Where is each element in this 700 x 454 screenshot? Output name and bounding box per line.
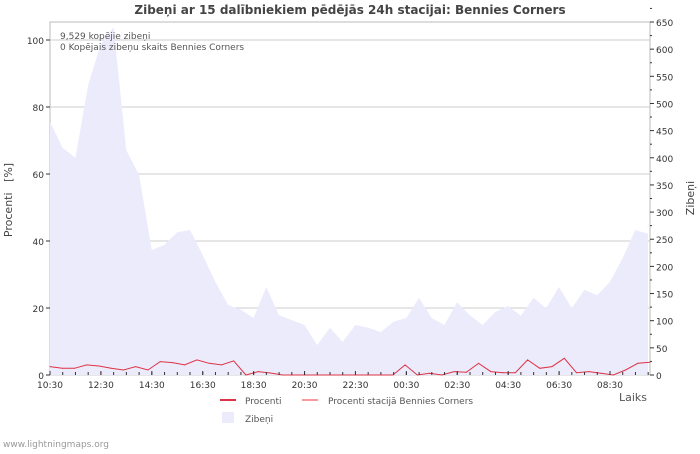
x-tick-label: 16:30 bbox=[190, 381, 216, 391]
procenti-point bbox=[73, 367, 75, 369]
procenti-point bbox=[600, 372, 602, 374]
procenti-point bbox=[392, 374, 394, 376]
annotation-station: 0 Kopējais zibeņu skaits Bennies Corners bbox=[60, 43, 244, 53]
procenti-point bbox=[478, 362, 480, 364]
legend-zibeni-swatch bbox=[222, 412, 234, 423]
x-tick-label: 06:30 bbox=[546, 381, 572, 391]
procenti-point bbox=[282, 374, 284, 376]
y2-tick-label: 50 bbox=[656, 345, 668, 355]
x-tick-label: 12:30 bbox=[88, 381, 114, 391]
y-axis-label: Procenti [%] bbox=[2, 163, 15, 237]
x-tick-label: 20:30 bbox=[292, 381, 318, 391]
procenti-point bbox=[625, 369, 627, 371]
procenti-point bbox=[612, 374, 614, 376]
procenti-point bbox=[514, 372, 516, 374]
procenti-point bbox=[355, 374, 357, 376]
procenti-point bbox=[147, 369, 149, 371]
procenti-point bbox=[208, 362, 210, 364]
y2-tick-label: 500 bbox=[656, 100, 673, 110]
x-tick-label: 04:30 bbox=[495, 381, 521, 391]
procenti-point bbox=[490, 371, 492, 373]
procenti-point bbox=[588, 371, 590, 373]
y-tick-label: 40 bbox=[33, 238, 45, 248]
procenti-line bbox=[49, 357, 651, 376]
y-tick-label: 80 bbox=[33, 104, 45, 114]
procenti-point bbox=[159, 361, 161, 363]
y-tick-label: 60 bbox=[33, 171, 45, 181]
procenti-point bbox=[110, 367, 112, 369]
y2-tick-label: 650 bbox=[656, 19, 673, 29]
procenti-point bbox=[306, 374, 308, 376]
procenti-point bbox=[220, 364, 222, 366]
y-tick-label: 100 bbox=[27, 37, 44, 47]
procenti-point bbox=[294, 374, 296, 376]
procenti-point bbox=[171, 362, 173, 364]
legend-procenti: Procenti bbox=[245, 397, 282, 407]
y2-tick-label: 150 bbox=[656, 291, 673, 301]
procenti-point bbox=[135, 366, 137, 368]
y2-tick-label: 300 bbox=[656, 209, 673, 219]
footer-link[interactable]: www.lightningmaps.org bbox=[3, 440, 109, 450]
legend-station: Procenti stacijā Bennies Corners bbox=[328, 397, 473, 407]
x-tick-label: 10:30 bbox=[37, 381, 63, 391]
y2-tick-label: 200 bbox=[656, 263, 673, 273]
procenti-point bbox=[343, 374, 345, 376]
y2-tick-label: 100 bbox=[656, 318, 673, 328]
procenti-point bbox=[453, 371, 455, 373]
chart-title: Zibeņi ar 15 dalībniekiem pēdējās 24h st… bbox=[134, 3, 565, 17]
y2-tick-label: 600 bbox=[656, 46, 673, 56]
procenti-point bbox=[269, 372, 271, 374]
procenti-point bbox=[49, 366, 51, 368]
procenti-point bbox=[576, 372, 578, 374]
y2-tick-label: 550 bbox=[656, 73, 673, 83]
x-tick-label: 22:30 bbox=[342, 381, 368, 391]
procenti-point bbox=[563, 357, 565, 359]
procenti-point bbox=[367, 374, 369, 376]
y2-axis-label: Zibeņi bbox=[684, 181, 697, 215]
y2-tick-label: 250 bbox=[656, 236, 673, 246]
y-tick-label: 20 bbox=[33, 305, 45, 315]
procenti-point bbox=[429, 372, 431, 374]
procenti-point bbox=[527, 359, 529, 361]
procenti-point bbox=[184, 364, 186, 366]
y-tick-label: 0 bbox=[38, 372, 44, 382]
x-tick-label: 14:30 bbox=[139, 381, 165, 391]
procenti-point bbox=[539, 367, 541, 369]
procenti-point bbox=[61, 367, 63, 369]
procenti-point bbox=[649, 361, 651, 363]
procenti-point bbox=[465, 371, 467, 373]
procenti-point bbox=[98, 365, 100, 367]
procenti-point bbox=[318, 374, 320, 376]
procenti-point bbox=[637, 362, 639, 364]
x-axis-label: Laiks bbox=[619, 391, 647, 404]
procenti-point bbox=[86, 364, 88, 366]
procenti-point bbox=[441, 374, 443, 376]
procenti-point bbox=[331, 374, 333, 376]
y2-tick-label: 450 bbox=[656, 128, 673, 138]
procenti-point bbox=[551, 366, 553, 368]
x-tick-label: 02:30 bbox=[444, 381, 470, 391]
procenti-point bbox=[233, 360, 235, 362]
procenti-point bbox=[122, 369, 124, 371]
x-tick-label: 18:30 bbox=[241, 381, 267, 391]
procenti-point bbox=[257, 371, 259, 373]
procenti-point bbox=[245, 374, 247, 376]
y2-tick-label: 400 bbox=[656, 155, 673, 165]
procenti-point bbox=[416, 374, 418, 376]
procenti-point bbox=[196, 359, 198, 361]
procenti-point bbox=[380, 374, 382, 376]
legend-zibeni: Zibeņi bbox=[245, 415, 273, 425]
procenti-point bbox=[404, 364, 406, 366]
y2-tick-label: 0 bbox=[656, 372, 662, 382]
annotation-total: 9,529 kopējie zibeņi bbox=[60, 32, 150, 42]
y2-tick-label: 350 bbox=[656, 182, 673, 192]
x-tick-label: 00:30 bbox=[393, 381, 419, 391]
procenti-point bbox=[502, 372, 504, 374]
zibeni-area bbox=[50, 27, 648, 376]
x-tick-label: 08:30 bbox=[597, 381, 623, 391]
